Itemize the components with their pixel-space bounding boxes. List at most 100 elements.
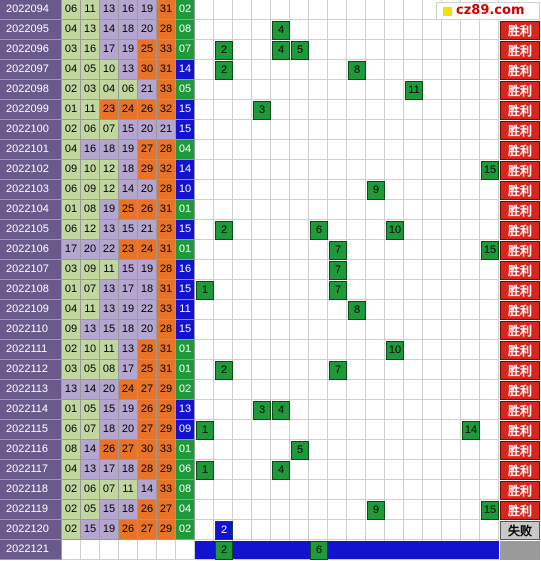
grid-cell bbox=[328, 60, 347, 80]
grid-cell bbox=[309, 460, 328, 480]
grid-cell bbox=[347, 480, 366, 500]
number-cell: 05 bbox=[81, 400, 100, 420]
grid-cell bbox=[385, 120, 404, 140]
number-cell: 07 bbox=[100, 480, 119, 500]
number-cell: 19 bbox=[119, 140, 138, 160]
period-cell: 2022099 bbox=[0, 100, 62, 120]
number-cell: 25 bbox=[119, 200, 138, 220]
grid-cell bbox=[423, 20, 442, 40]
grid-cell bbox=[252, 300, 271, 320]
result-badge: 胜利 bbox=[500, 21, 540, 40]
grid-cell bbox=[214, 100, 233, 120]
grid-cell bbox=[309, 140, 328, 160]
period-cell: 2022115 bbox=[0, 420, 62, 440]
grid-cell bbox=[233, 220, 252, 240]
grid-cell bbox=[366, 200, 385, 220]
period-cell: 2022106 bbox=[0, 240, 62, 260]
number-cell: 06 bbox=[62, 180, 81, 200]
number-cell: 06 bbox=[62, 0, 81, 20]
number-cell: 09 bbox=[62, 160, 81, 180]
grid-cell bbox=[442, 520, 461, 540]
number-cell: 28 bbox=[138, 460, 157, 480]
grid-cell bbox=[195, 240, 214, 260]
grid-cell bbox=[366, 400, 385, 420]
grid-cell bbox=[233, 200, 252, 220]
grid-cell bbox=[385, 300, 404, 320]
number-cell: 04 bbox=[62, 20, 81, 40]
grid-cell bbox=[328, 180, 347, 200]
grid-cell bbox=[233, 100, 252, 120]
number-cell: 18 bbox=[119, 20, 138, 40]
grid-cell bbox=[309, 380, 328, 400]
number-cell: 20 bbox=[138, 120, 157, 140]
number-cell: 17 bbox=[62, 240, 81, 260]
result-badge: 胜利 bbox=[500, 281, 540, 300]
grid-cell bbox=[404, 140, 423, 160]
number-cell: 31 bbox=[157, 200, 176, 220]
period-cell: 2022095 bbox=[0, 20, 62, 40]
grid-cell bbox=[290, 520, 309, 540]
number-cell: 15 bbox=[100, 320, 119, 340]
grid-cell bbox=[309, 480, 328, 500]
period-cell: 2022107 bbox=[0, 260, 62, 280]
hit-marker: 6 bbox=[310, 541, 328, 560]
grid-cell bbox=[252, 420, 271, 440]
number-cell: 01 bbox=[176, 200, 195, 220]
grid-cell bbox=[442, 280, 461, 300]
period-cell: 2022103 bbox=[0, 180, 62, 200]
grid-cell bbox=[347, 100, 366, 120]
grid-cell bbox=[347, 220, 366, 240]
grid-cell bbox=[404, 500, 423, 520]
grid-cell bbox=[404, 20, 423, 40]
grid-cell bbox=[461, 60, 480, 80]
grid-cell bbox=[442, 40, 461, 60]
number-cell: 13 bbox=[100, 280, 119, 300]
grid-cell bbox=[271, 380, 290, 400]
grid-cell bbox=[347, 20, 366, 40]
grid-cell bbox=[309, 200, 328, 220]
grid-cell bbox=[366, 140, 385, 160]
grid-cell bbox=[347, 420, 366, 440]
number-cell: 13 bbox=[81, 20, 100, 40]
highlight-bar bbox=[195, 541, 499, 559]
number-cell: 02 bbox=[62, 520, 81, 540]
grid-cell bbox=[233, 340, 252, 360]
number-cell: 10 bbox=[81, 160, 100, 180]
grid-cell bbox=[461, 120, 480, 140]
grid-cell bbox=[195, 380, 214, 400]
grid-cell bbox=[461, 200, 480, 220]
grid-cell bbox=[404, 200, 423, 220]
number-cell: 31 bbox=[157, 60, 176, 80]
number-cell: 12 bbox=[100, 160, 119, 180]
grid-cell bbox=[252, 0, 271, 20]
grid-cell bbox=[214, 400, 233, 420]
grid-cell bbox=[290, 140, 309, 160]
grid-cell bbox=[309, 520, 328, 540]
grid-cell bbox=[423, 520, 442, 540]
grid-cell bbox=[233, 40, 252, 60]
hit-marker: 9 bbox=[367, 181, 385, 200]
grid-cell bbox=[404, 120, 423, 140]
number-cell: 15 bbox=[176, 320, 195, 340]
number-cell: 26 bbox=[138, 100, 157, 120]
grid-cell bbox=[309, 320, 328, 340]
number-cell: 33 bbox=[157, 300, 176, 320]
number-cell bbox=[81, 540, 100, 560]
number-cell: 11 bbox=[119, 480, 138, 500]
grid-cell bbox=[461, 320, 480, 340]
number-cell: 01 bbox=[62, 280, 81, 300]
grid-cell bbox=[423, 140, 442, 160]
number-cell: 13 bbox=[81, 460, 100, 480]
grid-cell bbox=[290, 100, 309, 120]
grid-cell bbox=[328, 200, 347, 220]
grid-cell bbox=[347, 160, 366, 180]
grid-cell bbox=[404, 0, 423, 20]
grid-cell bbox=[423, 260, 442, 280]
number-cell: 33 bbox=[157, 480, 176, 500]
grid-cell bbox=[461, 40, 480, 60]
grid-cell bbox=[404, 520, 423, 540]
grid-cell bbox=[290, 60, 309, 80]
period-cell: 2022110 bbox=[0, 320, 62, 340]
number-cell: 28 bbox=[157, 260, 176, 280]
grid-cell bbox=[271, 60, 290, 80]
